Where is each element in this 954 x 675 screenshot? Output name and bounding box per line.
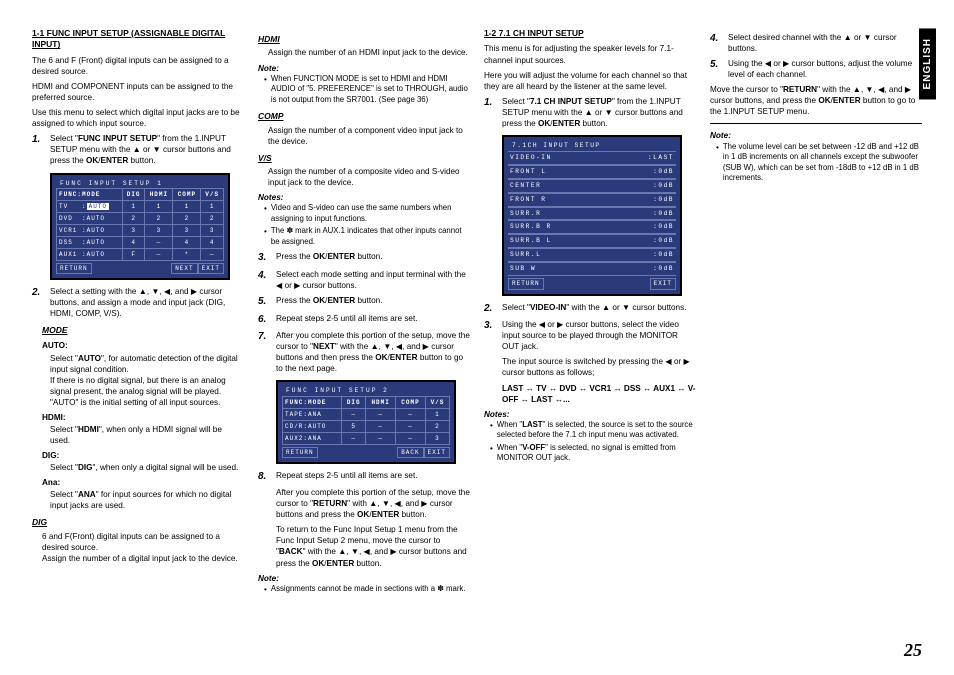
para: Assign the number of a component video i… — [268, 125, 470, 147]
para: This menu is for adjusting the speaker l… — [484, 43, 696, 65]
auto-heading: AUTO: — [42, 340, 244, 351]
para: After you complete this portion of the s… — [276, 487, 470, 520]
step-7: 7.After you complete this portion of the… — [258, 330, 470, 374]
para: Here you will adjust the volume for each… — [484, 70, 696, 92]
osd-table: FUNC:MODEDIGHDMICOMPV/S TV :AUTO1111 DVD… — [56, 188, 224, 261]
note-bullet: The volume level can be set between -12 … — [710, 142, 922, 184]
osd-title: 7.1CH INPUT SETUP — [508, 141, 676, 151]
notes-label: Notes: — [258, 192, 470, 203]
step-number: 2. — [32, 286, 50, 319]
para: Select "HDMI", when only a HDMI signal w… — [50, 424, 244, 446]
notes-label: Notes: — [484, 409, 696, 420]
step-3: 3.Using the ◀ or ▶ cursor buttons, selec… — [484, 319, 696, 352]
note-bullet: The ✽ mark in AUX.1 indicates that other… — [258, 226, 470, 247]
para: Select "DIG", when only a digital signal… — [50, 462, 244, 473]
dig-section-heading: DIG — [32, 517, 244, 528]
page-number: 25 — [904, 640, 922, 661]
para: To return to the Func Input Setup 1 menu… — [276, 524, 470, 568]
step-number: 1. — [32, 133, 50, 166]
step-3: 3.Press the OK/ENTER button. — [258, 251, 470, 265]
note-label: Note: — [258, 573, 470, 584]
column-3: 1-2 7.1 CH INPUT SETUP This menu is for … — [484, 28, 696, 597]
para: The input source is switched by pressing… — [502, 356, 696, 378]
column-2: HDMI Assign the number of an HDMI input … — [258, 28, 470, 597]
step-5: 5.Using the ◀ or ▶ cursor buttons, adjus… — [710, 58, 922, 80]
para: Use this menu to select which digital in… — [32, 107, 244, 129]
para: Assign the number of a composite video a… — [268, 166, 470, 188]
note-bullet: When "LAST" is selected, the source is s… — [484, 420, 696, 441]
section-title-1-2: 1-2 7.1 CH INPUT SETUP — [484, 28, 696, 39]
step-5: 5.Press the OK/ENTER button. — [258, 295, 470, 309]
step-4: 4.Select each mode setting and input ter… — [258, 269, 470, 291]
step-text: Select "FUNC INPUT SETUP" from the 1.INP… — [50, 133, 244, 166]
comp-section-heading: COMP — [258, 111, 470, 122]
step-2: 2.Select "VIDEO-IN" with the ▲ or ▼ curs… — [484, 302, 696, 316]
step-4: 4.Select desired channel with the ▲ or ▼… — [710, 32, 922, 54]
para: LAST ↔ TV ↔ DVD ↔ VCR1 ↔ DSS ↔ AUX1 ↔ V-… — [502, 383, 696, 405]
ana-heading: Ana: — [42, 477, 244, 488]
para: 6 and F(Front) digital inputs can be ass… — [42, 531, 244, 564]
osd-title: FUNC INPUT SETUP 2 — [282, 386, 450, 395]
para: Select "AUTO", for automatic detection o… — [50, 353, 244, 408]
note-label: Note: — [258, 63, 470, 74]
osd-table: FUNC:MODEDIGHDMICOMPV/S TAPE:ANA———1 CD/… — [282, 396, 450, 445]
mode-heading: MODE — [42, 325, 244, 336]
note-bullet: When FUNCTION MODE is set to HDMI and HD… — [258, 74, 470, 106]
dig-heading: DIG: — [42, 450, 244, 461]
para: Select "ANA" for input sources for which… — [50, 489, 244, 511]
column-1: 1-1 FUNC INPUT SETUP (ASSIGNABLE DIGITAL… — [32, 28, 244, 597]
note-bullet: Video and S-video can use the same numbe… — [258, 203, 470, 224]
vs-section-heading: V/S — [258, 153, 470, 164]
hdmi-heading: HDMI: — [42, 412, 244, 423]
hdmi-section-heading: HDMI — [258, 34, 470, 45]
step-2: 2. Select a setting with the ▲, ▼, ◀, an… — [32, 286, 244, 319]
para: Assign the number of an HDMI input jack … — [268, 47, 470, 58]
language-tab: ENGLISH — [919, 28, 936, 99]
para: The 6 and F (Front) digital inputs can b… — [32, 55, 244, 77]
note-bullet: Assignments cannot be made in sections w… — [258, 584, 470, 595]
step-text: Select a setting with the ▲, ▼, ◀, and ▶… — [50, 286, 244, 319]
step-8: 8.Repeat steps 2-5 until all items are s… — [258, 470, 470, 484]
step-6: 6.Repeat steps 2-5 until all items are s… — [258, 313, 470, 327]
para: Move the cursor to "RETURN" with the ▲, … — [710, 84, 922, 117]
column-4: 4.Select desired channel with the ▲ or ▼… — [710, 28, 922, 597]
step-1: 1. Select "FUNC INPUT SETUP" from the 1.… — [32, 133, 244, 166]
osd-menu-1: FUNC INPUT SETUP 1 FUNC:MODEDIGHDMICOMPV… — [50, 173, 230, 280]
para: HDMI and COMPONENT inputs can be assigne… — [32, 81, 244, 103]
note-label: Note: — [710, 130, 922, 141]
osd-menu-2: FUNC INPUT SETUP 2 FUNC:MODEDIGHDMICOMPV… — [276, 380, 456, 463]
osd-title: FUNC INPUT SETUP 1 — [56, 179, 224, 188]
osd-menu-71ch: 7.1CH INPUT SETUP VIDEO-IN:LAST FRONT L:… — [502, 135, 682, 296]
step-1: 1. Select "7.1 CH INPUT SETUP" from the … — [484, 96, 696, 129]
note-bullet: When "V-OFF" is selected, no signal is e… — [484, 443, 696, 464]
section-title-1-1: 1-1 FUNC INPUT SETUP (ASSIGNABLE DIGITAL… — [32, 28, 244, 51]
